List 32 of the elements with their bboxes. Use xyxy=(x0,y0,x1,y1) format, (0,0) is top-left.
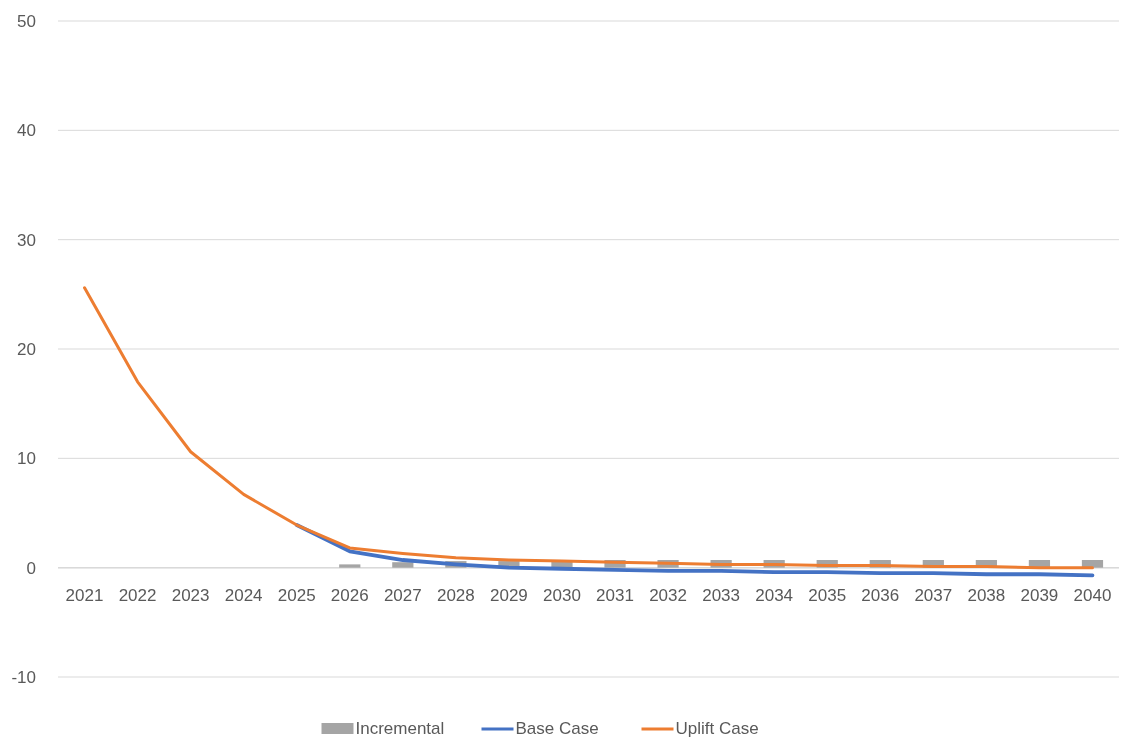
y-tick-label: 20 xyxy=(17,339,36,359)
line-series xyxy=(83,286,1094,570)
x-tick-label: 2036 xyxy=(861,585,900,605)
x-tick-label: 2028 xyxy=(436,585,475,605)
x-tick-label: 2023 xyxy=(171,585,210,605)
x-tick-label: 2038 xyxy=(967,585,1006,605)
x-tick-label: 2031 xyxy=(596,585,634,605)
x-tick-label: 2021 xyxy=(65,585,104,605)
line-series xyxy=(294,523,1095,578)
y-tick-label: -10 xyxy=(11,667,36,687)
x-tick-label: 2039 xyxy=(1020,585,1059,605)
x-tick-label: 2033 xyxy=(702,585,741,605)
x-tick-label: 2022 xyxy=(118,585,157,605)
x-tick-label: 2026 xyxy=(330,585,369,605)
x-tick-label: 2032 xyxy=(649,585,687,605)
y-tick-label: 10 xyxy=(17,449,36,469)
y-tick-label: 40 xyxy=(17,121,36,141)
x-tick-label: 2030 xyxy=(543,585,581,605)
y-tick-label: 30 xyxy=(17,230,36,250)
x-tick-label: 2029 xyxy=(490,585,528,605)
y-tick-label: 0 xyxy=(26,558,36,578)
x-tick-label: 2025 xyxy=(277,585,316,605)
legend-label: Incremental xyxy=(355,719,445,738)
x-tick-label: 2027 xyxy=(383,585,422,605)
legend-label: Uplift Case xyxy=(675,719,759,738)
x-tick-label: 2024 xyxy=(224,585,263,605)
x-tick-label: 2034 xyxy=(755,585,794,605)
y-tick-label: 50 xyxy=(17,11,36,31)
x-tick-label: 2037 xyxy=(914,585,953,605)
x-tick-label: 2035 xyxy=(808,585,847,605)
x-tick-label: 2040 xyxy=(1073,585,1112,605)
legend-label: Base Case xyxy=(515,719,599,738)
